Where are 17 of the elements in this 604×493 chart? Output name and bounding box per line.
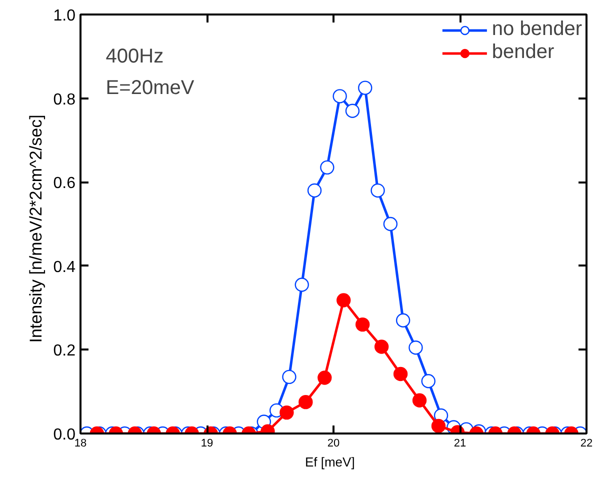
legend-label: bender (492, 41, 554, 64)
y-axis-title: Intensity [n/meV/2*2cm^2/sec] (26, 114, 46, 343)
annotation: E=20meV (106, 76, 195, 99)
x-tick-label: 18 (74, 438, 87, 450)
x-tick-label: 20 (327, 438, 340, 450)
x-tick-label: 21 (454, 438, 466, 450)
x-tick-label: 22 (580, 438, 593, 450)
annotation: 400Hz (106, 45, 164, 68)
y-tick-label: 0.4 (53, 258, 76, 276)
y-tick-label: 0.8 (53, 91, 76, 108)
y-tick-label: 0.2 (53, 342, 76, 360)
x-axis-title: Ef [meV] (304, 454, 355, 470)
y-tick-label: 0.6 (53, 175, 76, 192)
y-tick-label: 0.0 (53, 426, 76, 444)
y-tick-label: 1.0 (53, 8, 76, 24)
x-tick-label: 19 (200, 438, 214, 450)
legend-label: no bender (492, 18, 582, 41)
